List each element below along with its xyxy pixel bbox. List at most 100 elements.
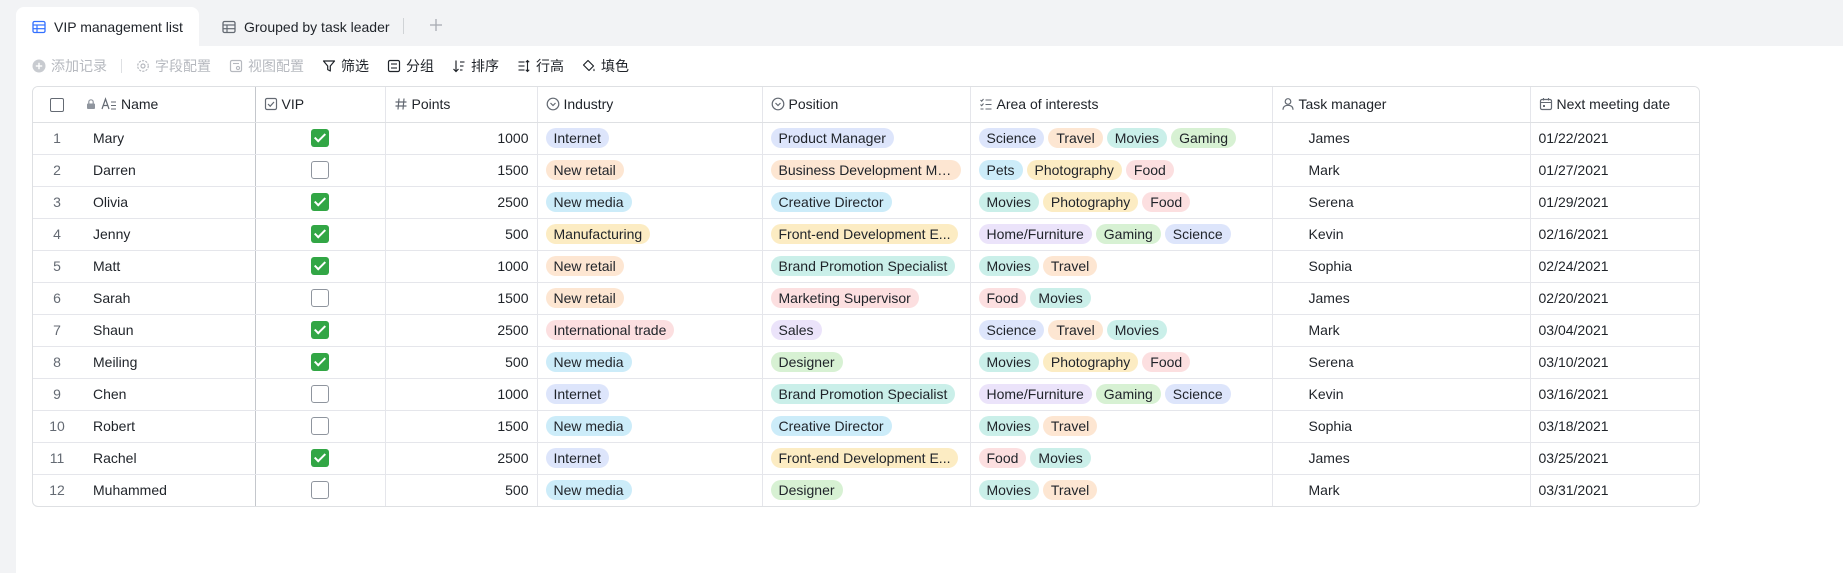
interests-cell[interactable]: Home/Furniture Gaming Science	[970, 218, 1273, 251]
next-meeting-cell[interactable]: 03/04/2021	[1530, 314, 1699, 347]
vip-checkbox[interactable]	[311, 257, 329, 276]
table-row[interactable]: 8 Meiling 500 New media Designer Movies Photog…	[33, 346, 1699, 379]
task-manager-cell[interactable]: Sophia	[1272, 410, 1531, 443]
select-all-checkbox[interactable]	[50, 98, 64, 113]
vip-cell[interactable]	[255, 442, 386, 475]
points-cell[interactable]: 1500	[385, 154, 538, 187]
industry-cell[interactable]: Internet	[537, 122, 763, 155]
name-cell[interactable]: Darren	[81, 154, 256, 187]
position-cell[interactable]: Brand Promotion Specialist	[762, 250, 971, 283]
industry-cell[interactable]: Internet	[537, 378, 763, 411]
interests-cell[interactable]: Science Travel Movies	[970, 314, 1273, 347]
points-cell[interactable]: 1500	[385, 282, 538, 315]
table-row[interactable]: 7 Shaun 2500 International trade Sales Scienc…	[33, 314, 1699, 347]
vip-checkbox[interactable]	[311, 353, 329, 372]
name-cell[interactable]: Olivia	[81, 186, 256, 219]
name-cell[interactable]: Shaun	[81, 314, 256, 347]
points-cell[interactable]: 1000	[385, 250, 538, 283]
table-row[interactable]: 2 Darren 1500 New retail Business Developmen…	[33, 154, 1699, 187]
position-cell[interactable]: Product Manager	[762, 122, 971, 155]
name-cell[interactable]: Chen	[81, 378, 256, 411]
next-meeting-cell[interactable]: 01/29/2021	[1530, 186, 1699, 219]
task-manager-cell[interactable]: James	[1272, 282, 1531, 315]
next-meeting-cell[interactable]: 03/25/2021	[1530, 442, 1699, 475]
table-row[interactable]: 1 Mary 1000 Internet Product Manager Science T…	[33, 122, 1699, 155]
column-header-task-manager[interactable]: Task manager	[1272, 87, 1531, 123]
name-cell[interactable]: Matt	[81, 250, 256, 283]
points-cell[interactable]: 1500	[385, 410, 538, 443]
vip-cell[interactable]	[255, 346, 386, 379]
interests-cell[interactable]: Home/Furniture Gaming Science	[970, 378, 1273, 411]
table-row[interactable]: 5 Matt 1000 New retail Brand Promotion Speci…	[33, 250, 1699, 283]
vip-checkbox[interactable]	[311, 161, 329, 180]
column-header-name[interactable]: Name	[81, 87, 256, 123]
industry-cell[interactable]: New media	[537, 410, 763, 443]
vip-checkbox[interactable]	[311, 321, 329, 340]
add-record-button[interactable]: 添加记录	[32, 56, 107, 76]
points-cell[interactable]: 1000	[385, 378, 538, 411]
name-cell[interactable]: Jenny	[81, 218, 256, 251]
industry-cell[interactable]: New retail	[537, 250, 763, 283]
vip-cell[interactable]	[255, 378, 386, 411]
task-manager-cell[interactable]: Mark	[1272, 314, 1531, 347]
interests-cell[interactable]: Science Travel Movies Gaming	[970, 122, 1273, 155]
next-meeting-cell[interactable]: 01/22/2021	[1530, 122, 1699, 155]
task-manager-cell[interactable]: Serena	[1272, 346, 1531, 379]
points-cell[interactable]: 500	[385, 346, 538, 379]
sort-button[interactable]: 排序	[452, 56, 499, 76]
next-meeting-cell[interactable]: 03/31/2021	[1530, 474, 1699, 506]
interests-cell[interactable]: Movies Travel	[970, 410, 1273, 443]
view-config-button[interactable]: 视图配置	[229, 56, 304, 76]
points-cell[interactable]: 1000	[385, 122, 538, 155]
vip-checkbox[interactable]	[311, 449, 329, 468]
interests-cell[interactable]: Movies Photography Food	[970, 186, 1273, 219]
vip-cell[interactable]	[255, 250, 386, 283]
industry-cell[interactable]: New media	[537, 346, 763, 379]
industry-cell[interactable]: New media	[537, 186, 763, 219]
vip-cell[interactable]	[255, 122, 386, 155]
vip-cell[interactable]	[255, 154, 386, 187]
name-cell[interactable]: Rachel	[81, 442, 256, 475]
points-cell[interactable]: 500	[385, 218, 538, 251]
task-manager-cell[interactable]: Mark	[1272, 474, 1531, 506]
vip-cell[interactable]	[255, 218, 386, 251]
task-manager-cell[interactable]: James	[1272, 122, 1531, 155]
table-row[interactable]: 11 Rachel 2500 Internet Front-end Developmen…	[33, 442, 1699, 475]
task-manager-cell[interactable]: Serena	[1272, 186, 1531, 219]
next-meeting-cell[interactable]: 02/24/2021	[1530, 250, 1699, 283]
column-header-interests[interactable]: Area of interests	[970, 87, 1273, 123]
vip-checkbox[interactable]	[311, 481, 329, 500]
name-cell[interactable]: Sarah	[81, 282, 256, 315]
next-meeting-cell[interactable]: 02/20/2021	[1530, 282, 1699, 315]
points-cell[interactable]: 2500	[385, 314, 538, 347]
task-manager-cell[interactable]: James	[1272, 442, 1531, 475]
points-cell[interactable]: 500	[385, 474, 538, 506]
interests-cell[interactable]: Movies Travel	[970, 250, 1273, 283]
position-cell[interactable]: Front-end Development E...	[762, 218, 971, 251]
vip-checkbox[interactable]	[311, 385, 329, 404]
row-height-button[interactable]: 行高	[517, 56, 564, 76]
table-row[interactable]: 10 Robert 1500 New media Creative Director Mo…	[33, 410, 1699, 443]
filter-button[interactable]: 筛选	[322, 56, 369, 76]
table-row[interactable]: 4 Jenny 500 Manufacturing Front-end Developm…	[33, 218, 1699, 251]
group-button[interactable]: 分组	[387, 56, 434, 76]
table-row[interactable]: 6 Sarah 1500 New retail Marketing Supervisor…	[33, 282, 1699, 315]
interests-cell[interactable]: Movies Travel	[970, 474, 1273, 506]
table-row[interactable]: 12 Muhammed 500 New media Designer Movies Trav…	[33, 474, 1699, 506]
vip-checkbox[interactable]	[311, 129, 329, 148]
industry-cell[interactable]: New media	[537, 474, 763, 506]
table-row[interactable]: 9 Chen 1000 Internet Brand Promotion Special…	[33, 378, 1699, 411]
vip-checkbox[interactable]	[311, 289, 329, 308]
points-cell[interactable]: 2500	[385, 186, 538, 219]
column-header-vip[interactable]: VIP	[255, 87, 386, 123]
industry-cell[interactable]: Manufacturing	[537, 218, 763, 251]
position-cell[interactable]: Front-end Development E...	[762, 442, 971, 475]
column-header-points[interactable]: Points	[385, 87, 538, 123]
position-cell[interactable]: Creative Director	[762, 410, 971, 443]
add-view-icon[interactable]	[423, 12, 449, 38]
interests-cell[interactable]: Food Movies	[970, 282, 1273, 315]
name-cell[interactable]: Meiling	[81, 346, 256, 379]
position-cell[interactable]: Designer	[762, 346, 971, 379]
next-meeting-cell[interactable]: 02/16/2021	[1530, 218, 1699, 251]
name-cell[interactable]: Mary	[81, 122, 256, 155]
